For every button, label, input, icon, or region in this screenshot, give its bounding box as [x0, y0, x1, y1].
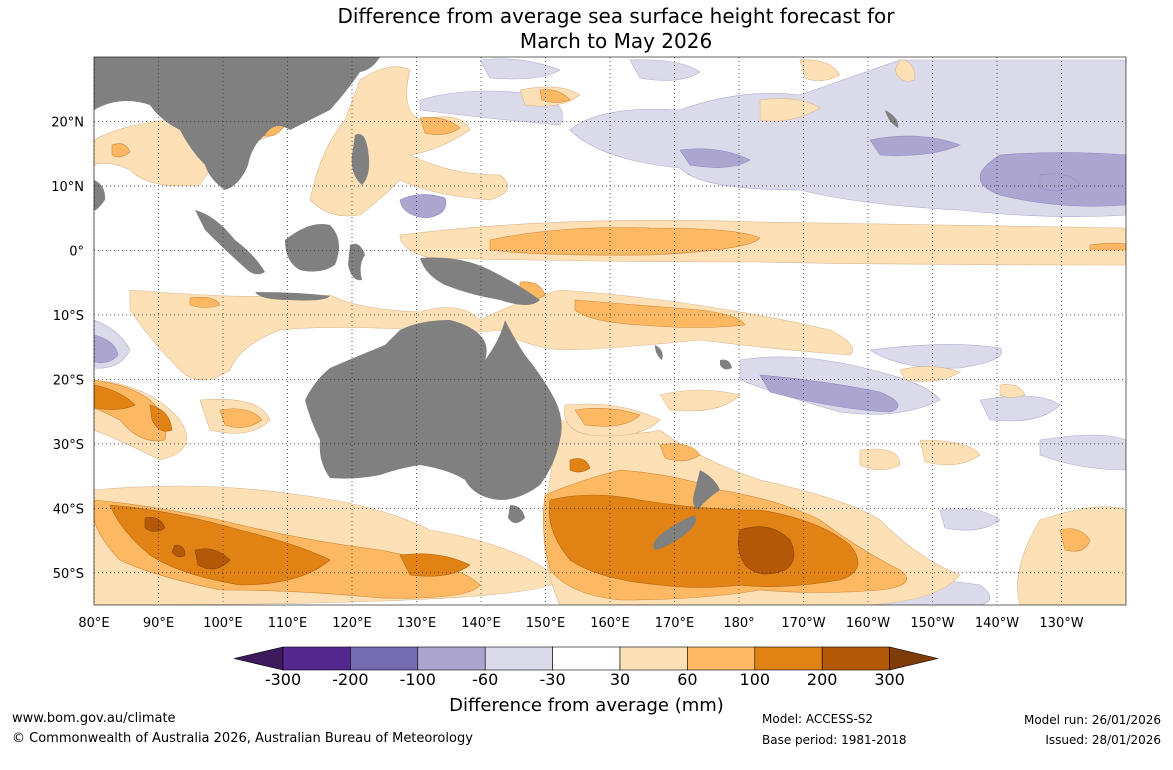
tasmania	[508, 505, 525, 523]
colorbar-segment	[282, 646, 351, 671]
borneo	[285, 224, 339, 272]
title-line-2: March to May 2026	[519, 29, 713, 53]
indian-subcontinent-edge	[94, 180, 106, 211]
longitude-label: 180°	[723, 616, 754, 631]
latitude-label: 50°S	[53, 567, 84, 582]
sumatra	[195, 210, 265, 275]
longitude-label: 120°E	[332, 616, 372, 631]
colorbar-segment	[552, 646, 621, 671]
asia-mainland	[94, 57, 380, 190]
colorbar-tick-label: -60	[472, 670, 499, 689]
longitude-label: 140°E	[461, 616, 501, 631]
anomaly-field	[94, 57, 1126, 605]
latitude-label: 20°S	[53, 373, 84, 388]
land-masses	[94, 57, 899, 550]
colorbar-tick-label: -200	[332, 670, 369, 689]
australia	[305, 320, 562, 500]
latitude-label: 30°S	[53, 438, 84, 453]
java	[255, 292, 330, 301]
new-caledonia	[655, 345, 663, 360]
title-line-1: Difference from average sea surface heig…	[337, 4, 895, 28]
colorbar-segment	[484, 646, 553, 671]
model-name: Model: ACCESS-S2	[762, 712, 874, 726]
colorbar-tick-label: 60	[677, 670, 698, 689]
latitude-labels: 20°N 10°N 0° 10°S 20°S 30°S 40°S 50°S	[51, 115, 84, 581]
longitude-label: 140°W	[975, 616, 1019, 631]
longitude-label: 100°E	[203, 616, 243, 631]
base-period: Base period: 1981-2018	[762, 733, 907, 747]
latitude-label: 10°S	[53, 309, 84, 324]
longitude-label: 130°E	[397, 616, 437, 631]
philippines	[351, 134, 370, 185]
website-link[interactable]: www.bom.gov.au/climate	[12, 711, 176, 726]
colorbar-title: Difference from average (mm)	[449, 695, 724, 716]
colorbar-tick-label: -300	[264, 670, 302, 689]
colorbar-segment	[619, 646, 688, 671]
colorbar-tick-label: 100	[739, 670, 771, 689]
colorbar-segment	[417, 646, 486, 671]
longitude-label: 80°E	[78, 616, 109, 631]
sulawesi	[348, 243, 365, 281]
latitude-label: 10°N	[51, 180, 84, 195]
colorbar-max-arrow	[889, 646, 939, 671]
map-frame	[93, 56, 1127, 606]
longitude-labels: 80°E 90°E 100°E 110°E 120°E 130°E 140°E 150°E 16…	[78, 616, 1083, 631]
longitude-label: 170°W	[781, 616, 825, 631]
new-guinea	[420, 257, 540, 305]
latitude-label: 20°N	[51, 115, 84, 130]
colorbar-tick-label: -30	[539, 670, 566, 689]
issued-date: Issued: 28/01/2026	[1045, 733, 1161, 747]
copyright-notice: © Commonwealth of Australia 2026, Austra…	[12, 731, 473, 746]
anomaly-very-high-positive	[144, 517, 795, 575]
colorbar-tick-label: 300	[874, 670, 905, 689]
colorbar	[233, 646, 939, 671]
colorbar-segment	[821, 646, 890, 671]
longitude-label: 160°E	[590, 616, 630, 631]
longitude-label: 110°E	[268, 616, 308, 631]
model-run-date: Model run: 26/01/2026	[1023, 713, 1161, 727]
sea-surface-height-map: 80°E 90°E 100°E 110°E 120°E 130°E 140°E 150°E 16…	[51, 56, 1127, 671]
colorbar-min-arrow	[233, 646, 284, 671]
new-zealand-south	[653, 515, 696, 550]
colorbar-segment	[754, 646, 823, 671]
new-zealand-north	[693, 470, 720, 510]
longitude-label: 150°W	[910, 616, 954, 631]
latitude-label: 0°	[69, 244, 84, 259]
colorbar-tick-label: 30	[609, 670, 631, 689]
longitude-label: 170°E	[655, 616, 695, 631]
hawaii	[885, 110, 899, 128]
colorbar-tick-label: 200	[806, 670, 838, 689]
longitude-label: 160°W	[846, 616, 890, 631]
longitude-label: 150°E	[526, 616, 566, 631]
fiji	[720, 359, 732, 370]
colorbar-segment	[350, 646, 419, 671]
colorbar-segment	[687, 646, 756, 671]
map-title: Difference from average sea surface heig…	[0, 4, 1173, 54]
graticule	[93, 57, 1126, 605]
longitude-label: 130°W	[1039, 616, 1083, 631]
latitude-label: 40°S	[53, 502, 84, 517]
longitude-label: 90°E	[143, 616, 174, 631]
colorbar-tick-label: -100	[399, 670, 436, 689]
